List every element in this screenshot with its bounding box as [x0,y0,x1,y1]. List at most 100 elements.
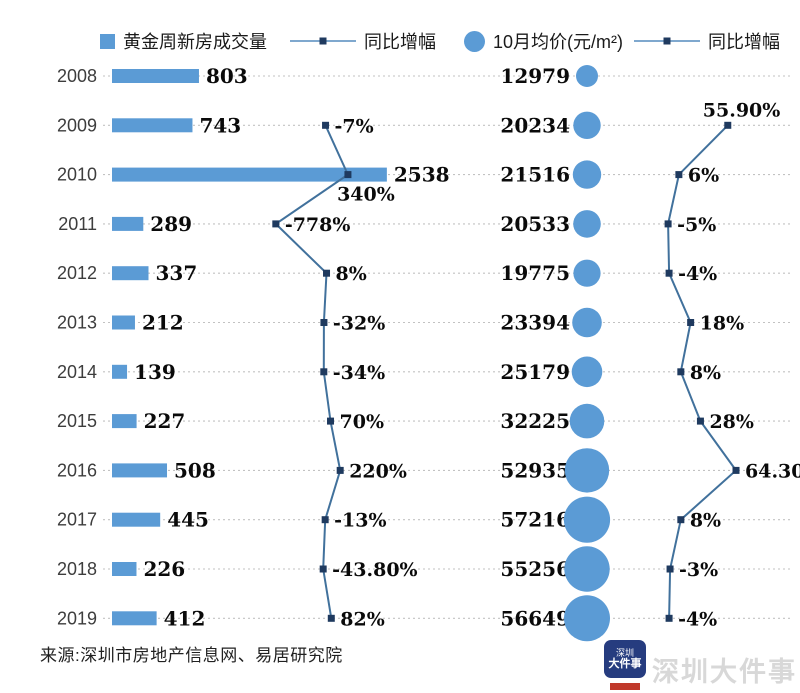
volume-growth-marker [319,565,327,573]
legend-item-price: 10月均价(元/m²) [464,30,623,52]
volume-value-label: 803 [206,64,248,88]
volume-bar [112,512,161,527]
price-growth-value-label: 8% [690,510,721,532]
price-value-label: 55256 [500,557,570,581]
volume-value-label: 289 [150,212,192,236]
volume-growth-value-label: 70% [340,411,385,433]
price-growth-value-label: -5% [677,214,716,236]
bubbles-layer: 12979 20234 21516 20533 19775 23394 25179 32225… [500,64,611,642]
price-value-label: 19775 [500,261,570,285]
year-label: 2014 [57,362,97,382]
year-label: 2015 [57,411,97,431]
price-growth-marker [675,171,683,179]
volume-bar [112,118,193,133]
volume-value-label: 412 [164,606,206,630]
price-growth-value-label: 18% [700,313,745,335]
legend-item-volume-growth: 同比增幅 [290,30,436,52]
legend-price-growth-label: 同比增幅 [708,32,780,52]
price-growth-marker [665,614,673,622]
volume-value-label: 508 [174,458,216,482]
volume-bar [112,364,128,379]
year-label: 2009 [57,115,97,135]
volume-bar [112,611,157,626]
volume-growth-marker [323,269,331,277]
volume-bar [112,69,199,83]
shenzhen-dajianshi-logo: 深圳 大件事 [604,640,646,690]
price-value-label: 20533 [500,212,570,236]
price-value-label: 20234 [500,113,570,137]
logo-line2: 大件事 [608,657,642,670]
bubble-swatch-icon [464,30,485,52]
volume-value-label: 212 [142,311,184,335]
year-label: 2018 [57,559,97,579]
volume-value-label: 445 [167,508,209,532]
volume-growth-value-label: -13% [334,510,386,532]
volume-growth-value-label: 8% [336,263,367,285]
price-value-label: 21516 [500,163,570,187]
price-value-label: 12979 [500,64,570,88]
volume-bar [112,266,149,281]
price-growth-value-label: -4% [678,263,717,285]
price-growth-value-label: -3% [679,559,718,581]
price-growth-marker [687,319,695,326]
volume-growth-value-label: 340% [337,184,395,206]
logo-square: 深圳 大件事 [604,640,646,678]
price-growth-marker [696,417,704,425]
volume-growth-marker [327,417,335,425]
volume-growth-value-label: 82% [340,608,385,630]
volume-value-label: 337 [155,261,197,285]
line-marker-swatch-icon [634,37,700,45]
price-bubble [571,356,603,388]
price-growth-value-label: 55.90% [703,99,781,121]
watermark-text: 深圳大件事 [652,657,797,687]
year-label: 2017 [57,510,97,530]
price-growth-marker [724,121,732,129]
legend-volume-label: 黄金周新房成交量 [123,32,267,52]
price-bubble [569,403,605,439]
volume-bar [112,562,137,576]
price-growth-marker [666,565,674,573]
volume-growth-value-label: -43.80% [332,559,417,581]
price-growth-value-label: 6% [688,165,719,187]
grid-layer: 2008 2009 2010 2011 2012 2013 2014 2015 2016 2017… [57,66,792,628]
source-note: 来源:深圳市房地产信息网、易居研究院 [40,646,343,665]
volume-value-label: 743 [199,113,241,137]
legend-price-label: 10月均价(元/m²) [493,32,623,52]
volume-growth-value-label: -32% [333,313,385,335]
price-value-label: 23394 [500,311,570,335]
volume-growth-value-label: -7% [335,115,374,137]
logo-line1: 深圳 [615,647,634,658]
volume-growth-marker [321,516,329,524]
price-bubble [564,546,610,592]
volume-bar [112,414,137,429]
price-bubble [576,65,598,87]
price-bubble [573,259,601,287]
volume-growth-marker [322,121,330,129]
year-label: 2019 [57,608,97,628]
volume-growth-marker [344,171,352,179]
price-bubble [563,496,611,543]
volume-growth-marker [327,614,335,622]
price-growth-marker [677,368,685,376]
price-bubble [572,307,602,338]
volume-growth-marker [272,220,280,228]
volume-value-label: 227 [144,409,186,433]
year-label: 2011 [58,214,97,234]
price-value-label: 32225 [500,409,570,433]
legend-item-volume: 黄金周新房成交量 [100,30,267,52]
year-label: 2013 [57,313,97,333]
volume-bar [112,315,135,330]
price-growth-value-label: 8% [690,362,721,384]
price-value-label: 25179 [500,360,570,384]
volume-growth-marker [320,319,328,326]
year-label: 2012 [57,263,97,283]
price-value-label: 56649 [500,606,570,630]
volume-value-label: 139 [134,360,176,384]
price-value-label: 57216 [500,508,570,532]
volume-value-label: 226 [143,557,185,581]
volume-growth-value-label: -778% [285,214,351,236]
volume-bar [112,216,144,231]
price-growth-marker [665,269,673,277]
